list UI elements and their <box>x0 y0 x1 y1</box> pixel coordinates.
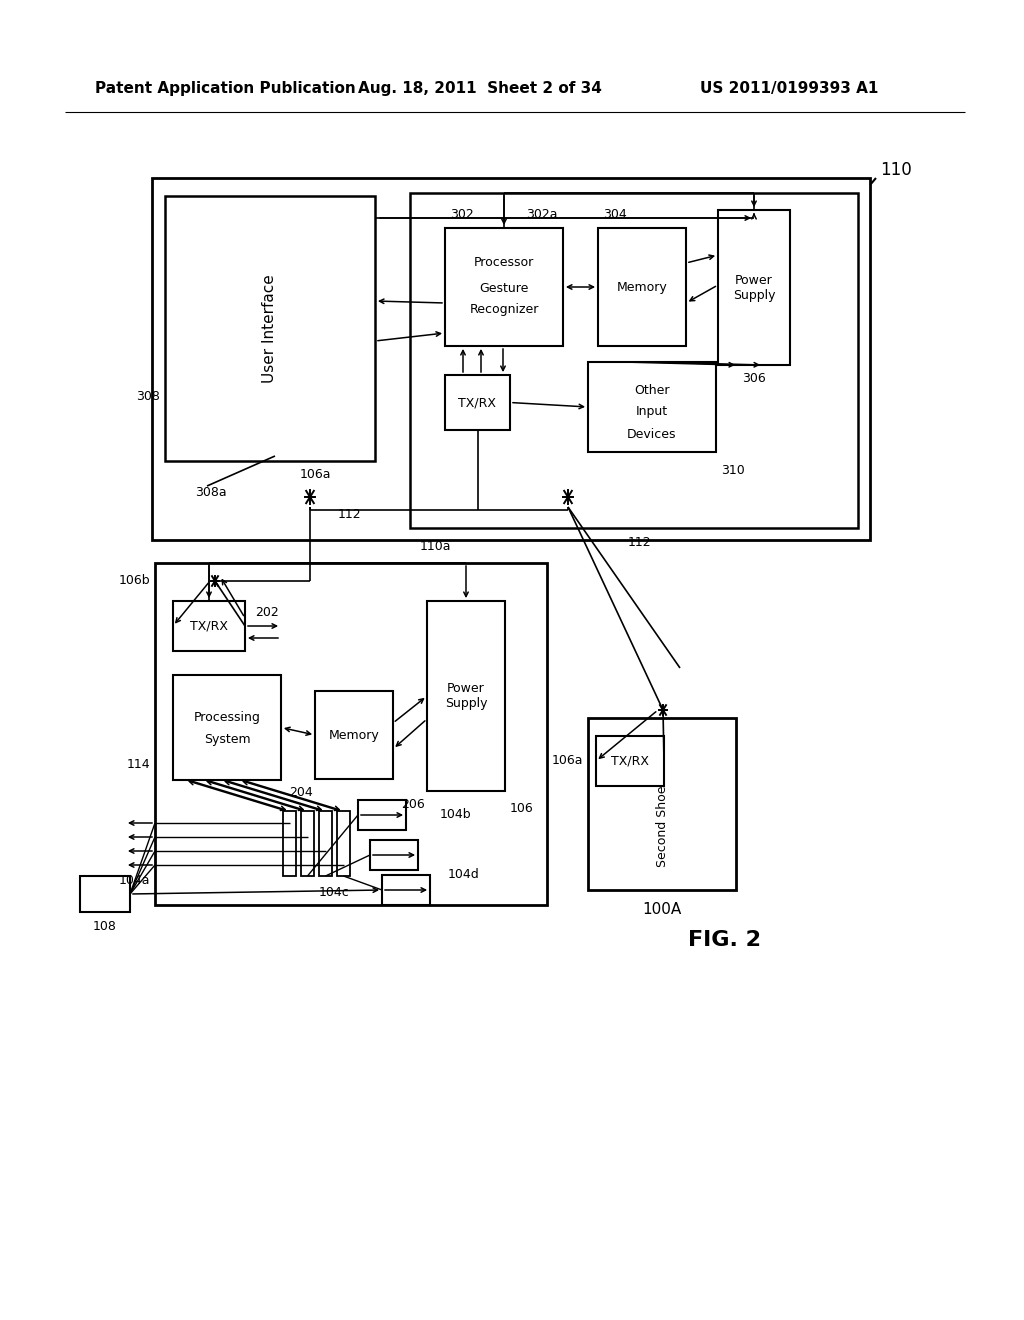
Text: 104a: 104a <box>119 874 150 887</box>
Bar <box>427 601 505 791</box>
Text: 100A: 100A <box>642 903 682 917</box>
Text: 308: 308 <box>136 389 160 403</box>
Text: 302a: 302a <box>526 209 558 222</box>
Text: FIG. 2: FIG. 2 <box>688 931 761 950</box>
Bar <box>173 601 245 651</box>
Text: Memory: Memory <box>616 281 668 293</box>
Text: 112: 112 <box>628 536 651 549</box>
Text: 202: 202 <box>255 606 279 619</box>
Text: 304: 304 <box>603 209 627 222</box>
Text: Devices: Devices <box>628 428 677 441</box>
Text: TX/RX: TX/RX <box>611 755 649 767</box>
Text: Aug. 18, 2011  Sheet 2 of 34: Aug. 18, 2011 Sheet 2 of 34 <box>358 81 602 95</box>
Text: Memory: Memory <box>329 729 379 742</box>
Bar <box>598 228 686 346</box>
Bar <box>382 875 430 906</box>
Text: 110a: 110a <box>420 540 452 553</box>
Bar <box>445 375 510 430</box>
Bar <box>596 737 664 785</box>
Text: 104c: 104c <box>319 886 350 899</box>
Text: 308a: 308a <box>195 487 226 499</box>
Text: Processor: Processor <box>474 256 535 269</box>
Bar <box>588 362 716 451</box>
Bar <box>315 690 393 779</box>
Text: 106: 106 <box>510 803 534 816</box>
Text: 206: 206 <box>401 799 425 812</box>
Text: 310: 310 <box>721 463 744 477</box>
Bar <box>718 210 790 366</box>
Text: Input: Input <box>636 405 668 418</box>
Text: 306: 306 <box>742 372 766 385</box>
Text: 302: 302 <box>450 209 474 222</box>
Text: System: System <box>204 734 250 747</box>
Text: 104b: 104b <box>440 808 472 821</box>
Text: TX/RX: TX/RX <box>459 396 497 409</box>
Text: Second Shoe: Second Shoe <box>655 785 669 867</box>
Text: Patent Application Publication: Patent Application Publication <box>95 81 355 95</box>
Bar <box>370 840 418 870</box>
Bar <box>165 195 375 461</box>
Text: 110: 110 <box>880 161 911 180</box>
Text: Recognizer: Recognizer <box>469 304 539 317</box>
Bar <box>445 228 563 346</box>
Bar <box>337 810 350 876</box>
Text: Gesture: Gesture <box>479 281 528 294</box>
Text: TX/RX: TX/RX <box>190 619 228 632</box>
Text: 104d: 104d <box>449 869 480 882</box>
Bar <box>155 564 547 906</box>
Text: US 2011/0199393 A1: US 2011/0199393 A1 <box>700 81 879 95</box>
Text: Processing: Processing <box>194 710 260 723</box>
Text: 106b: 106b <box>119 574 150 587</box>
Bar <box>358 800 406 830</box>
Bar <box>80 876 130 912</box>
Bar <box>152 178 870 540</box>
Text: 112: 112 <box>338 508 361 521</box>
Text: 106a: 106a <box>300 469 332 482</box>
Text: User Interface: User Interface <box>262 275 278 383</box>
Text: Other: Other <box>634 384 670 396</box>
Bar <box>588 718 736 890</box>
Text: Power
Supply: Power Supply <box>733 273 775 301</box>
Bar <box>283 810 296 876</box>
Bar <box>410 193 858 528</box>
Text: 204: 204 <box>289 787 313 800</box>
Text: Power
Supply: Power Supply <box>444 682 487 710</box>
Text: 108: 108 <box>93 920 117 932</box>
Text: 114: 114 <box>126 758 150 771</box>
Text: 106a: 106a <box>552 754 583 767</box>
Bar <box>301 810 314 876</box>
Bar <box>319 810 332 876</box>
Bar <box>173 675 281 780</box>
